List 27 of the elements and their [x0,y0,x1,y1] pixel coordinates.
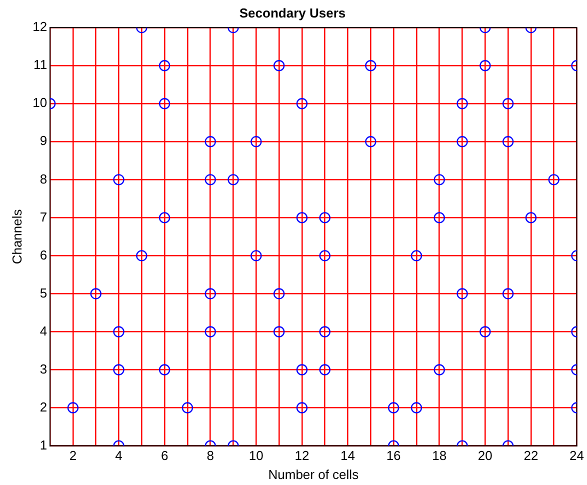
x-tick-label: 8 [206,448,214,464]
y-tick-label: 7 [40,209,48,224]
x-tick-label: 20 [478,448,492,464]
x-tick-label: 6 [160,448,168,464]
x-tick-label: 16 [386,448,401,464]
y-tick-label: 6 [40,247,48,262]
y-tick-label: 5 [40,285,48,300]
x-tick-label: 24 [570,448,584,464]
y-tick-label: 8 [40,171,48,186]
x-tick-label: 4 [115,448,122,464]
y-tick-label: 12 [32,19,48,34]
y-tick-label: 2 [40,399,48,414]
y-tick-label: 10 [32,95,48,110]
x-tick-label: 18 [432,448,447,464]
x-axis-title: Number of cells [268,466,360,482]
y-tick-label: 9 [40,133,48,148]
x-tick-label: 12 [294,448,310,464]
y-tick-label: 1 [40,437,48,452]
y-tick-label: 3 [40,361,48,376]
y-tick-label: 4 [40,323,48,338]
x-tick-label: 10 [248,448,264,464]
x-tick-label: 14 [340,448,355,464]
chart-title: Secondary Users [239,5,346,20]
y-axis-title: Channels [9,208,24,264]
x-tick-label: 22 [524,448,538,464]
y-tick-label: 11 [34,57,48,72]
x-tick-label: 2 [69,448,77,464]
